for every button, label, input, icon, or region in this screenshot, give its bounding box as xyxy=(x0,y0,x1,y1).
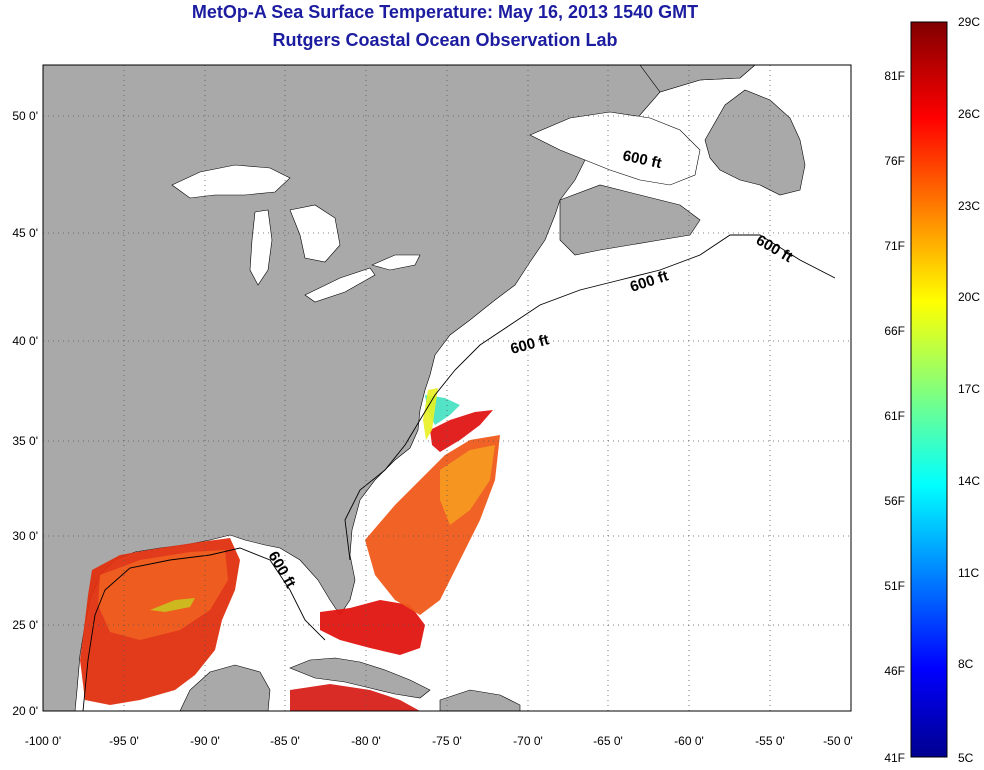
land-labrador xyxy=(639,65,756,93)
lat-axis: 20 0' 25 0' 30 0' 35 0' 40 0' 45 0' 50 0… xyxy=(12,109,38,718)
lon-tick: -100 0' xyxy=(25,734,61,748)
colorbar-c-label: 23C xyxy=(958,199,980,213)
colorbar-c-label: 26C xyxy=(958,107,980,121)
lon-tick: -90 0' xyxy=(190,734,220,748)
lat-tick: 35 0' xyxy=(12,434,38,448)
colorbar-f-label: 51F xyxy=(884,579,905,593)
lon-tick: -75 0' xyxy=(432,734,462,748)
lon-tick: -70 0' xyxy=(513,734,543,748)
land-cuba xyxy=(289,657,431,699)
lat-tick: 50 0' xyxy=(12,109,38,123)
lon-tick: -85 0' xyxy=(270,734,300,748)
lat-tick: 30 0' xyxy=(12,529,38,543)
colorbar-f-label: 81F xyxy=(884,69,905,83)
sst-nearshore-yellow xyxy=(423,388,438,440)
sst-gulf-cool-streak xyxy=(150,598,195,612)
lake-superior xyxy=(171,164,291,199)
colorbar-c-label: 14C xyxy=(958,474,980,488)
map-subtitle: Rutgers Coastal Ocean Observation Lab xyxy=(272,30,618,50)
lat-tick: 45 0' xyxy=(12,226,38,240)
sst-gulf-warm-patch xyxy=(98,550,228,640)
colorbar-f-label: 46F xyxy=(884,664,905,678)
land-newfoundland xyxy=(704,89,806,196)
lake-ontario xyxy=(371,254,421,271)
lat-tick: 20 0' xyxy=(12,704,38,718)
colorbar-f-label: 56F xyxy=(884,494,905,508)
colorbar-celsius-labels: 29C 26C 23C 20C 17C 14C 11C 8C 5C xyxy=(958,15,980,765)
gulf-of-st-lawrence xyxy=(529,111,701,186)
map-title: MetOp-A Sea Surface Temperature: May 16,… xyxy=(191,2,699,22)
colorbar xyxy=(910,21,948,758)
colorbar-fahrenheit-labels: 81F 76F 71F 66F 61F 56F 51F 46F 41F xyxy=(884,69,905,765)
colorbar-f-label: 76F xyxy=(884,154,905,168)
colorbar-f-label: 61F xyxy=(884,409,905,423)
colorbar-c-label: 20C xyxy=(958,290,980,304)
lon-axis: -100 0' -95 0' -90 0' -85 0' -80 0' -75 … xyxy=(25,734,853,748)
colorbar-f-label: 66F xyxy=(884,324,905,338)
land-maritimes xyxy=(559,184,701,256)
sst-atlantic-warm-core xyxy=(440,445,495,525)
sst-florida-straits xyxy=(320,600,425,655)
lon-tick: -55 0' xyxy=(755,734,785,748)
lon-tick: -60 0' xyxy=(674,734,704,748)
colorbar-c-label: 17C xyxy=(958,382,980,396)
lake-huron xyxy=(289,204,341,263)
sst-caribbean xyxy=(290,684,420,711)
lake-erie xyxy=(304,267,376,303)
contour-600ft xyxy=(82,234,836,711)
colorbar-f-label: 71F xyxy=(884,239,905,253)
colorbar-c-label: 29C xyxy=(958,15,980,29)
colorbar-c-label: 8C xyxy=(958,657,974,671)
lake-michigan xyxy=(249,209,273,286)
colorbar-f-label: 41F xyxy=(884,751,905,765)
colorbar-c-label: 5C xyxy=(958,751,974,765)
lon-tick: -50 0' xyxy=(823,734,853,748)
colorbar-c-label: 11C xyxy=(958,566,979,580)
lat-tick: 40 0' xyxy=(12,334,38,348)
lon-tick: -95 0' xyxy=(109,734,139,748)
lon-tick: -80 0' xyxy=(351,734,381,748)
land-hispaniola xyxy=(439,689,521,711)
map-frame xyxy=(42,64,852,712)
sst-gulf-stream xyxy=(430,410,493,452)
lat-tick: 25 0' xyxy=(12,618,38,632)
lon-tick: -65 0' xyxy=(593,734,623,748)
land-yucatan xyxy=(179,664,271,711)
